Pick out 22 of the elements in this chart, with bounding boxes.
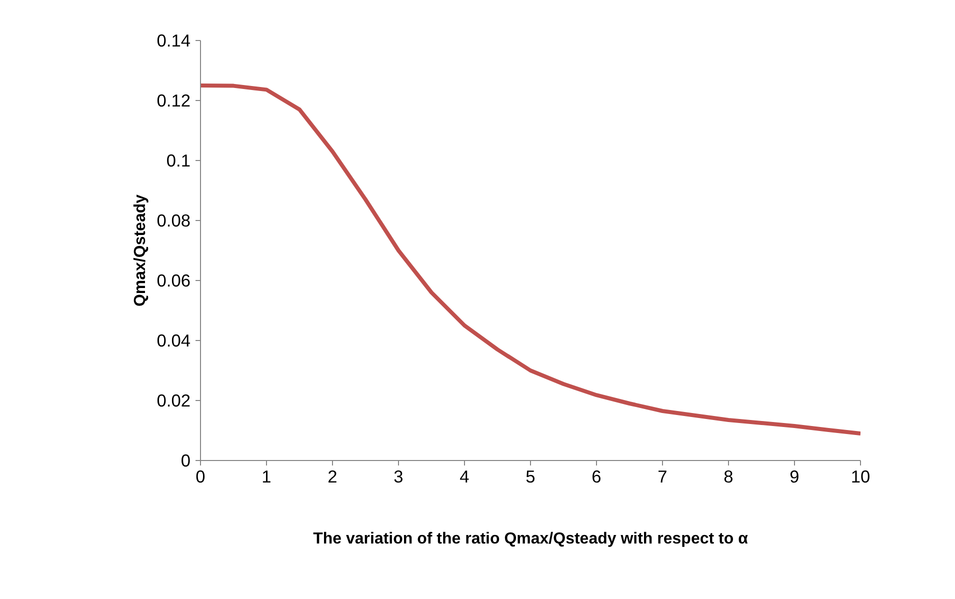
x-tick-label: 5 [526, 466, 536, 486]
x-tick-label: 2 [328, 466, 338, 486]
y-tick-label: 0.1 [166, 150, 191, 170]
x-tick-label: 6 [592, 466, 602, 486]
x-tick-label: 9 [790, 466, 800, 486]
y-tick-label: 0.08 [156, 210, 191, 230]
y-axis-title: Qmax/Qsteady [132, 194, 149, 307]
x-tick-label: 0 [196, 466, 206, 486]
x-tick-label: 1 [262, 466, 272, 486]
line-series [200, 84, 860, 436]
y-tick-label: 0.12 [156, 90, 191, 110]
x-tick-label: 4 [460, 466, 470, 486]
y-tick-label: 0 [180, 450, 191, 470]
y-tick-label: 0.02 [156, 390, 191, 410]
y-tick-label: 0.06 [156, 270, 191, 290]
x-tick-label: 3 [394, 466, 404, 486]
x-tick-label: 8 [724, 466, 734, 486]
x-tick-label: 10 [850, 466, 870, 486]
y-tick-label: 0.14 [156, 30, 191, 50]
x-tick-label: 7 [658, 466, 668, 486]
y-tick-label: 0.04 [156, 330, 191, 350]
x-axis-title: The variation of the ratio Qmax/Qsteady with respect to α [313, 530, 748, 548]
